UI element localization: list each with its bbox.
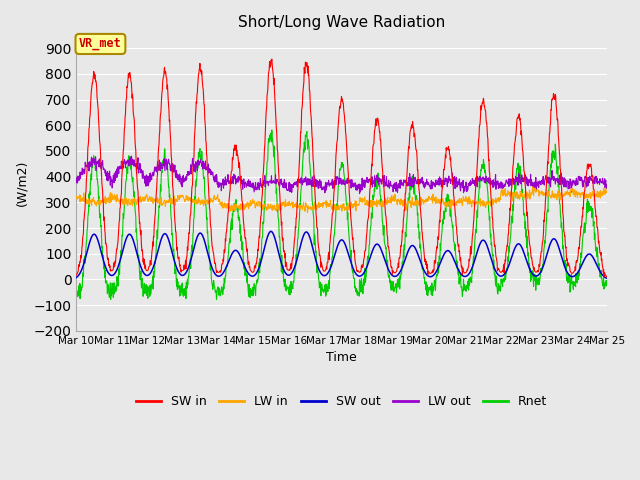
Legend: SW in, LW in, SW out, LW out, Rnet: SW in, LW in, SW out, LW out, Rnet [131,390,552,413]
Text: VR_met: VR_met [79,37,122,50]
Title: Short/Long Wave Radiation: Short/Long Wave Radiation [238,15,445,30]
X-axis label: Time: Time [326,351,357,364]
Y-axis label: (W/m2): (W/m2) [15,160,28,206]
